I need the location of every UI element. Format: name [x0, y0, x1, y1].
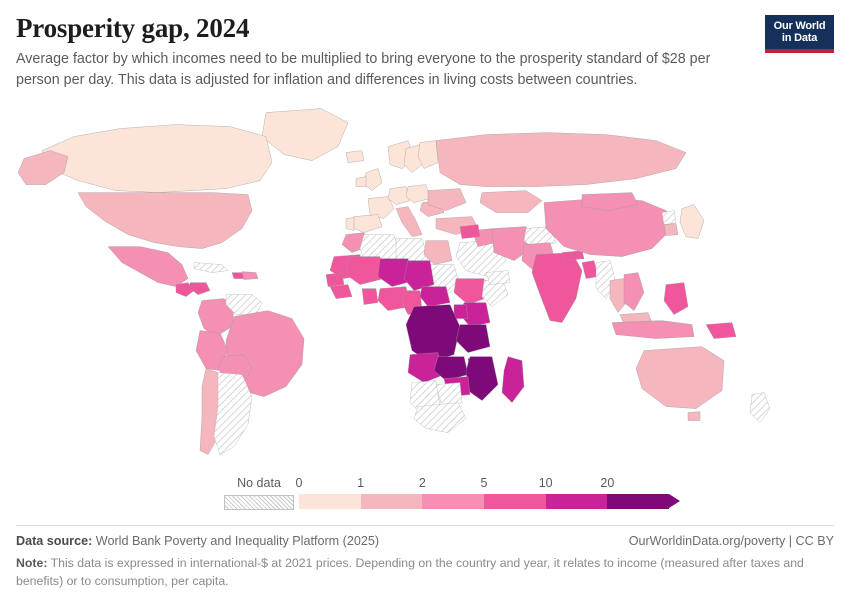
- legend-bin-5[interactable]: [607, 494, 670, 510]
- map-country-ireland[interactable]: [355, 176, 367, 187]
- legend-bin-2[interactable]: [422, 494, 485, 510]
- legend-tick-5: 20: [600, 476, 615, 491]
- map-country-madagascar[interactable]: [501, 356, 525, 403]
- map-country-spain[interactable]: [349, 214, 383, 233]
- map-country-ukraine[interactable]: [427, 188, 467, 211]
- map-country-uganda[interactable]: [453, 304, 469, 319]
- attribution-link[interactable]: OurWorldinData.org/poverty | CC BY: [628, 534, 834, 549]
- legend-tick-3: 5: [480, 476, 488, 491]
- legend-no-data-label: No data: [237, 476, 281, 491]
- map-country-kazakhstan[interactable]: [479, 190, 543, 213]
- chart-subtitle: Average factor by which incomes need to …: [16, 51, 711, 88]
- chart-footer: Data source: World Bank Poverty and Ineq…: [16, 525, 834, 600]
- map-country-north-korea[interactable]: [661, 210, 677, 225]
- map-country-mongolia[interactable]: [581, 192, 639, 211]
- owid-logo-line2: in Data: [781, 32, 818, 45]
- map-country-united-states[interactable]: [77, 192, 253, 249]
- map-country-united-kingdom[interactable]: [363, 168, 383, 191]
- data-source-text: World Bank Poverty and Inequality Platfo…: [95, 534, 380, 549]
- note-label: Note:: [16, 556, 48, 571]
- map-country-bangladesh[interactable]: [581, 260, 599, 279]
- map-country-south-korea[interactable]: [663, 223, 679, 236]
- map-country-mexico[interactable]: [107, 246, 189, 287]
- data-source-label: Data source:: [16, 534, 93, 549]
- map-country-finland[interactable]: [417, 140, 439, 169]
- map-country-botswana[interactable]: [435, 382, 463, 407]
- map-country-iceland[interactable]: [345, 150, 365, 163]
- map-country-portugal[interactable]: [345, 217, 355, 231]
- map-country-senegal[interactable]: [325, 272, 345, 287]
- legend-scale: 0 1 2 5 10 20: [295, 476, 680, 510]
- map-country-yemen[interactable]: [485, 270, 511, 285]
- map-country-egypt[interactable]: [423, 240, 453, 265]
- owid-logo-line1: Our World: [773, 20, 826, 32]
- legend-no-data-swatch: [224, 494, 294, 510]
- map-country-south-africa[interactable]: [413, 402, 467, 433]
- legend-tick-1: 1: [357, 476, 365, 491]
- map-country-ethiopia[interactable]: [453, 278, 491, 305]
- map-country-tasmania[interactable]: [687, 411, 701, 421]
- owid-logo[interactable]: Our World in Data: [765, 15, 834, 53]
- map-country-argentina[interactable]: [213, 372, 253, 455]
- map-country-honduras[interactable]: [189, 282, 211, 295]
- map-country-central-african-republic[interactable]: [419, 286, 451, 307]
- map-country-vietnam[interactable]: [623, 272, 645, 311]
- map-country-canada[interactable]: [41, 124, 273, 193]
- map-country-sweden[interactable]: [403, 144, 423, 173]
- source-row: Data source: World Bank Poverty and Ineq…: [16, 534, 834, 548]
- map-country-guatemala[interactable]: [175, 282, 195, 297]
- legend-bin-0[interactable]: [299, 494, 361, 510]
- legend-bin-3[interactable]: [484, 494, 546, 510]
- legend-bin-1[interactable]: [360, 494, 423, 510]
- world-map[interactable]: [16, 96, 834, 477]
- legend-bin-4[interactable]: [545, 494, 608, 510]
- map-country-angola[interactable]: [407, 352, 445, 383]
- data-source: Data source: World Bank Poverty and Ineq…: [16, 534, 379, 548]
- map-country-india[interactable]: [531, 252, 583, 323]
- map-legend: No data 0 1 2 5 10 20: [16, 477, 834, 523]
- map-country-australia[interactable]: [635, 346, 725, 409]
- map-country-guinea[interactable]: [329, 284, 353, 299]
- map-country-dominican-republic[interactable]: [241, 271, 259, 280]
- map-country-poland[interactable]: [405, 184, 431, 203]
- chart-note: Note: This data is expressed in internat…: [16, 555, 831, 590]
- map-country-tanzania[interactable]: [455, 324, 491, 353]
- map-country-philippines[interactable]: [663, 282, 689, 315]
- page-title: Prosperity gap, 2024: [16, 13, 250, 43]
- note-text: This data is expressed in international-…: [16, 556, 804, 588]
- legend-bins: [299, 494, 680, 510]
- map-country-alaska[interactable]: [17, 150, 69, 185]
- map-country-france[interactable]: [367, 196, 395, 219]
- legend-no-data[interactable]: No data: [224, 477, 294, 510]
- chart-header: Prosperity gap, 2024 Average factor by w…: [16, 14, 834, 90]
- map-country-thailand[interactable]: [609, 278, 629, 313]
- map-country-mali[interactable]: [345, 256, 385, 285]
- map-country-greenland[interactable]: [261, 108, 349, 161]
- map-country-indonesia[interactable]: [611, 320, 695, 339]
- map-country-germany[interactable]: [387, 186, 411, 205]
- world-map-svg[interactable]: [16, 96, 834, 477]
- legend-tick-4: 10: [538, 476, 553, 491]
- legend-arrow-cap: [669, 494, 680, 509]
- map-country-new-zealand[interactable]: [749, 392, 771, 423]
- map-country-italy[interactable]: [395, 206, 423, 237]
- map-country-japan[interactable]: [679, 204, 705, 239]
- map-country-mozambique[interactable]: [465, 356, 499, 401]
- map-country-cuba[interactable]: [193, 262, 229, 273]
- map-country-nepal[interactable]: [561, 250, 585, 261]
- legend-tick-2: 2: [418, 476, 426, 491]
- map-country-nigeria[interactable]: [377, 286, 411, 311]
- legend-ticks: 0 1 2 5 10 20: [295, 476, 669, 494]
- map-country-ghana[interactable]: [361, 288, 379, 305]
- map-country-chad[interactable]: [403, 260, 435, 291]
- map-country-colombia[interactable]: [197, 298, 235, 337]
- map-country-syria[interactable]: [459, 224, 481, 239]
- legend-tick-0: 0: [295, 476, 303, 491]
- map-country-papua-new-guinea[interactable]: [705, 322, 737, 339]
- map-country-russia[interactable]: [435, 132, 687, 187]
- map-country-haiti[interactable]: [231, 272, 245, 279]
